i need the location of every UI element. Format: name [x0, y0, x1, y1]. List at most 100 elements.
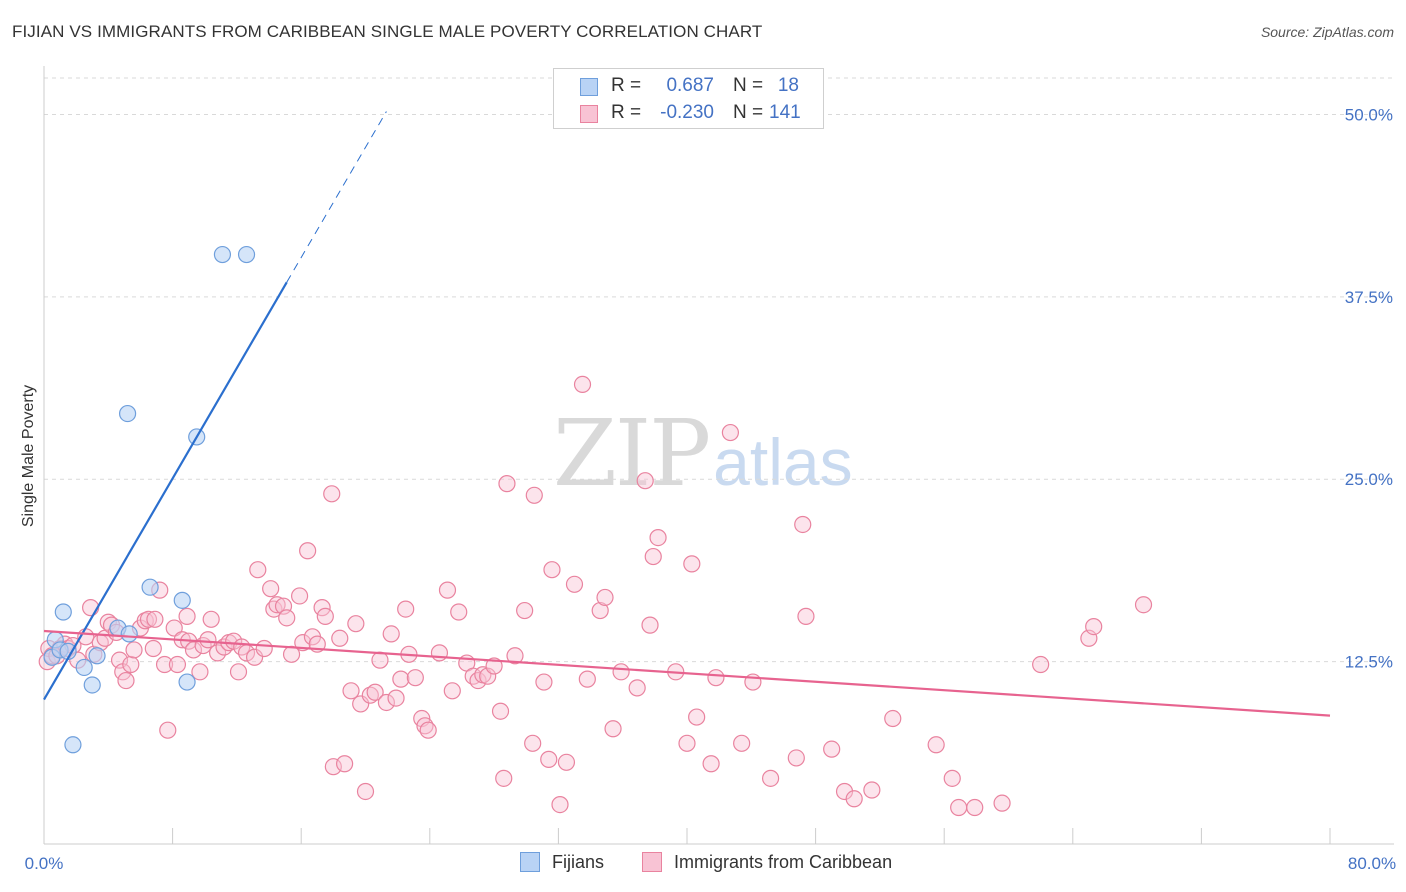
caribbean-point — [245, 648, 264, 666]
chart-title: FIJIAN VS IMMIGRANTS FROM CARIBBEAN SING… — [12, 22, 763, 41]
y-tick-label: 12.5% — [1345, 653, 1393, 672]
caribbean-point — [761, 769, 780, 787]
legend-row-fijians: R = 0.687 N = 18 — [554, 73, 823, 99]
caribbean-point — [229, 663, 248, 681]
r-value: 0.687 — [666, 75, 714, 96]
caribbean-point — [255, 639, 273, 658]
caribbean-point — [397, 600, 415, 618]
legend-row-caribbean: R = -0.230 N = 141 — [554, 100, 823, 126]
fijian-point — [213, 245, 232, 264]
caribbean-point — [1085, 618, 1103, 636]
n-label: N = — [733, 102, 764, 123]
fijian-point — [64, 736, 82, 754]
x-tick-label: 0.0% — [25, 854, 64, 873]
caribbean-point — [361, 686, 379, 704]
caribbean-point — [146, 610, 164, 628]
bottom-legend-fijians: Fijians — [520, 852, 604, 876]
caribbean-point — [797, 607, 815, 625]
caribbean-point — [943, 769, 961, 787]
fijian-point — [173, 591, 191, 609]
caribbean-point — [209, 644, 227, 662]
caribbean-point — [506, 647, 524, 665]
y-axis-label: Single Male Poverty — [20, 384, 37, 528]
caribbean-points — [38, 375, 1153, 817]
caribbean-point — [159, 721, 177, 739]
caribbean-point — [479, 667, 497, 685]
caribbean-point — [612, 663, 630, 681]
caribbean-point — [1134, 596, 1153, 614]
caribbean-point — [636, 472, 654, 490]
caribbean-point — [688, 708, 706, 726]
caribbean-swatch — [642, 852, 662, 872]
caribbean-point — [450, 603, 468, 621]
caribbean-point — [366, 683, 384, 701]
caribbean-point — [794, 515, 812, 534]
gridlines — [44, 77, 1394, 663]
caribbean-point — [262, 580, 280, 598]
caribbean-point — [565, 575, 584, 593]
caribbean-point — [382, 625, 400, 643]
caribbean-point — [993, 794, 1011, 812]
y-tick-label: 25.0% — [1345, 470, 1393, 489]
tick-labels: 12.5% 25.0% 37.5% 50.0% 0.0% 80.0% — [25, 105, 1396, 873]
caribbean-point — [191, 663, 209, 681]
caribbean-point — [202, 610, 220, 628]
trend-lines — [43, 111, 1331, 717]
caribbean-point — [578, 670, 596, 688]
caribbean-point — [184, 641, 203, 659]
caribbean-point — [316, 607, 334, 625]
caribbean-point — [557, 753, 576, 771]
caribbean-point — [336, 755, 354, 773]
fijian-point — [83, 676, 101, 694]
caribbean-point — [524, 734, 542, 752]
caribbean-point — [249, 561, 267, 579]
caribbean-point — [139, 610, 158, 628]
caribbean-point — [313, 599, 331, 617]
fijian-point — [237, 245, 256, 264]
caribbean-point — [498, 475, 516, 493]
caribbean-point — [122, 655, 140, 674]
caribbean-point — [144, 639, 162, 658]
caribbean-point — [950, 798, 968, 817]
caribbean-point — [290, 587, 309, 605]
fijian-trend-extension — [286, 111, 387, 283]
caribbean-point — [683, 555, 701, 573]
fijian-point — [120, 625, 138, 643]
caribbean-point — [278, 609, 296, 627]
caribbean-point — [324, 758, 342, 776]
caribbean-point — [721, 423, 740, 442]
fijian-points — [43, 245, 256, 754]
caribbean-point — [199, 631, 217, 649]
caribbean-point — [823, 740, 841, 758]
caribbean-point — [168, 655, 187, 674]
caribbean-point — [178, 607, 196, 625]
caribbean-point — [927, 736, 945, 754]
caribbean-point — [641, 616, 659, 634]
caribbean-point — [117, 671, 135, 690]
caribbean-point — [1032, 655, 1050, 674]
fijians-swatch — [520, 852, 540, 872]
caribbean-point — [596, 588, 614, 607]
caribbean-point — [443, 682, 461, 700]
caribbean-point — [125, 641, 143, 659]
fijian-point — [141, 578, 159, 596]
caribbean-point — [406, 669, 424, 687]
caribbean-point — [331, 629, 349, 647]
fijian-point — [118, 404, 137, 423]
caribbean-point — [419, 721, 437, 739]
caribbean-point — [540, 750, 558, 768]
y-tick-label: 37.5% — [1345, 288, 1393, 307]
caribbean-point — [371, 651, 389, 669]
caribbean-point — [966, 798, 984, 817]
caribbean-point — [525, 486, 543, 504]
caribbean-point — [644, 547, 662, 566]
caribbean-label: Immigrants from Caribbean — [674, 852, 893, 872]
correlation-legend: R = 0.687 N = 18 R = -0.230 N = 141 — [553, 68, 824, 129]
caribbean-point — [387, 689, 405, 707]
caribbean-swatch — [580, 105, 598, 123]
caribbean-point — [491, 702, 510, 720]
bottom-legend-caribbean: Immigrants from Caribbean — [642, 852, 892, 876]
caribbean-point — [702, 755, 720, 773]
caribbean-point — [438, 581, 457, 599]
